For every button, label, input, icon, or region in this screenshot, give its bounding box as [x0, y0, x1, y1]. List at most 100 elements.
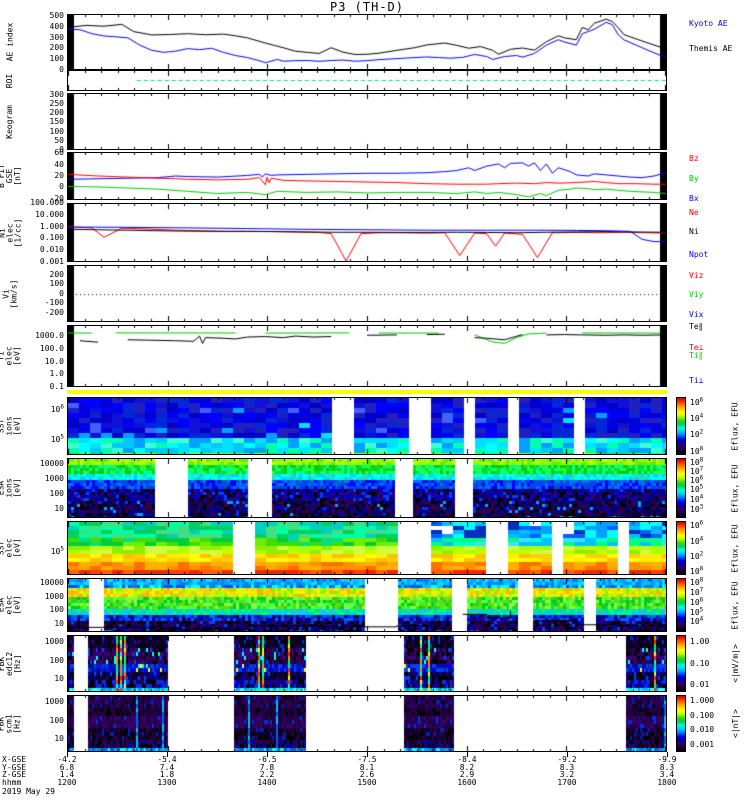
esa_elec-spectrogram-canvas: [68, 579, 666, 631]
ti-ytick-0: 1000.0: [35, 331, 64, 341]
time-axis-tick-6: [667, 752, 668, 757]
keogram-ytick-0: 300: [49, 89, 64, 99]
footer-X-GSE-value-6: -9.9: [657, 755, 677, 764]
footer-hhmm-value-1: 1300: [157, 777, 177, 787]
fbk_scm1-colorbar-tick-1: 0.100: [690, 710, 715, 720]
esa_elec-colorbar: [676, 578, 686, 632]
fbk_scm1-ytick-2: 10: [54, 733, 64, 743]
fbk_scm1-colorbar: [676, 695, 686, 752]
fbk_scm1-ylabel: FBK scm1 [Hz]: [0, 695, 22, 752]
ti-series-label-0: Te∥: [689, 321, 703, 331]
panel-bfit: [67, 152, 667, 200]
vi-ylabel-text: Vi [km/s]: [1, 279, 18, 308]
sst_elec-colorbar: [676, 521, 686, 575]
bfit-ytick-2: 20: [54, 171, 64, 180]
panel-esa_elec: [67, 578, 667, 632]
vi-ylabel: Vi [km/s]: [0, 265, 20, 322]
ti-ytick-4: 0.1: [49, 382, 64, 391]
footer-Z-GSE-value-6: 3.4: [659, 770, 675, 779]
footer-X-GSE-value-1: -5.4: [157, 755, 177, 764]
ni-ytick-0: 100.000: [30, 198, 64, 207]
footer-Y-GSE-value-3: 8.1: [359, 762, 375, 772]
fbk_scm1-colorbar-tick-3: 0.001: [690, 740, 715, 750]
ae-ylabel-text: AE index: [5, 22, 14, 62]
ti-series-label-3: Ti⊥: [689, 376, 704, 386]
fbk_edc12-colorbar-tick-2: 0.01: [690, 680, 710, 690]
footer-hhmm-value-5: 1700: [557, 777, 577, 787]
vi-ytick-1: 100: [49, 279, 64, 288]
esa_elec-colorbar-tick-0: 108: [690, 576, 704, 588]
sst_ions-colorbar-tick-1: 104: [690, 412, 704, 424]
panel-ni: [67, 203, 667, 262]
sst_elec-colorbar-tick-3: 100: [690, 565, 704, 576]
vi-plot-canvas: [68, 266, 666, 321]
footer-Y-GSE-value-5: 8.3: [559, 762, 575, 772]
esa_elec-colorbar-tick-2: 106: [690, 596, 704, 607]
sst_ions-colorbar-tick-2: 102: [690, 428, 704, 440]
ti-ytick-1: 100.0: [39, 344, 64, 354]
sst_ions-ylabel-text: SST ions [eV]: [0, 416, 22, 436]
keogram-ytick-1: 250: [49, 99, 64, 109]
footer-Z-GSE-value-1: 1.8: [159, 770, 175, 779]
fbk_scm1-ytick-1: 100: [49, 715, 64, 725]
panel-vi: [67, 265, 667, 322]
keogram-ytick-6: 0: [59, 145, 64, 154]
footer-Y-GSE-value-4: 8.2: [459, 762, 475, 772]
esa_ions-ylabel: ESA ions [eV]: [0, 458, 22, 518]
fbk_scm1-spectrogram-canvas: [68, 696, 666, 751]
panel-fbk_edc12: [67, 635, 667, 692]
fbk_edc12-colorbar-label: <|mV/m|>: [722, 635, 748, 692]
vi-series-label-2: Vix: [689, 310, 704, 320]
vi-series-label-0: Viz: [689, 270, 704, 280]
esa_elec-ytick-3: 10: [54, 618, 64, 628]
roi-plot-canvas: [68, 71, 666, 90]
fbk_edc12-colorbar: [676, 635, 686, 692]
footer-row-label-X-GSE: X-GSE: [2, 755, 27, 764]
sst_elec-ytick-0: 105: [50, 545, 64, 557]
bfit-ytick-4: -20: [49, 193, 64, 203]
ni-series-label-2: Npot: [689, 250, 709, 260]
ni-ytick-1: 10.000: [35, 209, 64, 219]
sst_elec-colorbar-tick-0: 106: [690, 519, 704, 531]
ae-ylabel: AE index: [0, 14, 20, 70]
bfit-series-label-2: Bx: [689, 194, 699, 204]
footer-hhmm-value-4: 1600: [457, 777, 477, 787]
footer-date: 2019 May 29: [2, 787, 55, 796]
esa_ions-colorbar-tick-5: 103: [690, 503, 704, 515]
fbk_scm1-colorbar-label-text: <|nT|>: [730, 709, 740, 738]
esa_ions-colorbar-tick-4: 104: [690, 493, 704, 504]
footer-Z-GSE-value-5: 3.2: [559, 770, 575, 779]
footer-Y-GSE-value-0: 6.8: [59, 762, 75, 772]
keogram-plot-canvas: [68, 94, 666, 149]
ae-ytick-3: 200: [49, 43, 64, 53]
esa_ions-colorbar-label: Eflux, EFU: [722, 458, 748, 518]
ae-ytick-4: 100: [49, 54, 64, 64]
page-title: P3 (TH-D): [329, 0, 405, 14]
panel-roi: [67, 70, 667, 91]
ti-ytick-3: 1.0: [49, 369, 64, 379]
sst_ions-ytick-0: 106: [50, 403, 64, 415]
esa_elec-ytick-2: 100: [49, 605, 64, 615]
ti-ytick-2: 10.0: [44, 356, 64, 366]
footer-X-GSE-value-2: -6.5: [257, 755, 277, 764]
ae-plot-canvas: [68, 15, 666, 69]
footer-Z-GSE-value-2: 2.2: [259, 770, 275, 779]
ae-series-label-1: Themis AE: [689, 43, 733, 53]
fbk_edc12-colorbar-tick-0: 1.00: [690, 636, 710, 646]
panel-sst_elec: [67, 521, 667, 575]
ae-ytick-2: 300: [49, 32, 64, 42]
fbk_edc12-ylabel: FBK edc12 [Hz]: [0, 635, 22, 692]
roi-ylabel-text: ROI: [4, 73, 14, 88]
esa_ions-spectrogram-canvas: [68, 459, 666, 517]
bfit-ytick-3: 0: [59, 182, 64, 192]
footer-hhmm-value-2: 1400: [257, 777, 277, 787]
panel-keogram: [67, 93, 667, 150]
fbk_edc12-colorbar-tick-1: 0.10: [690, 658, 710, 668]
fbk_scm1-ytick-0: 1000: [44, 696, 64, 706]
ni-plot-canvas: [68, 204, 666, 261]
vi-series-label-1: Viy: [689, 290, 704, 300]
footer-Z-GSE-value-0: 1.4: [59, 770, 75, 779]
roi-ylabel: ROI: [0, 70, 20, 91]
esa_ions-colorbar-tick-0: 108: [690, 456, 704, 467]
